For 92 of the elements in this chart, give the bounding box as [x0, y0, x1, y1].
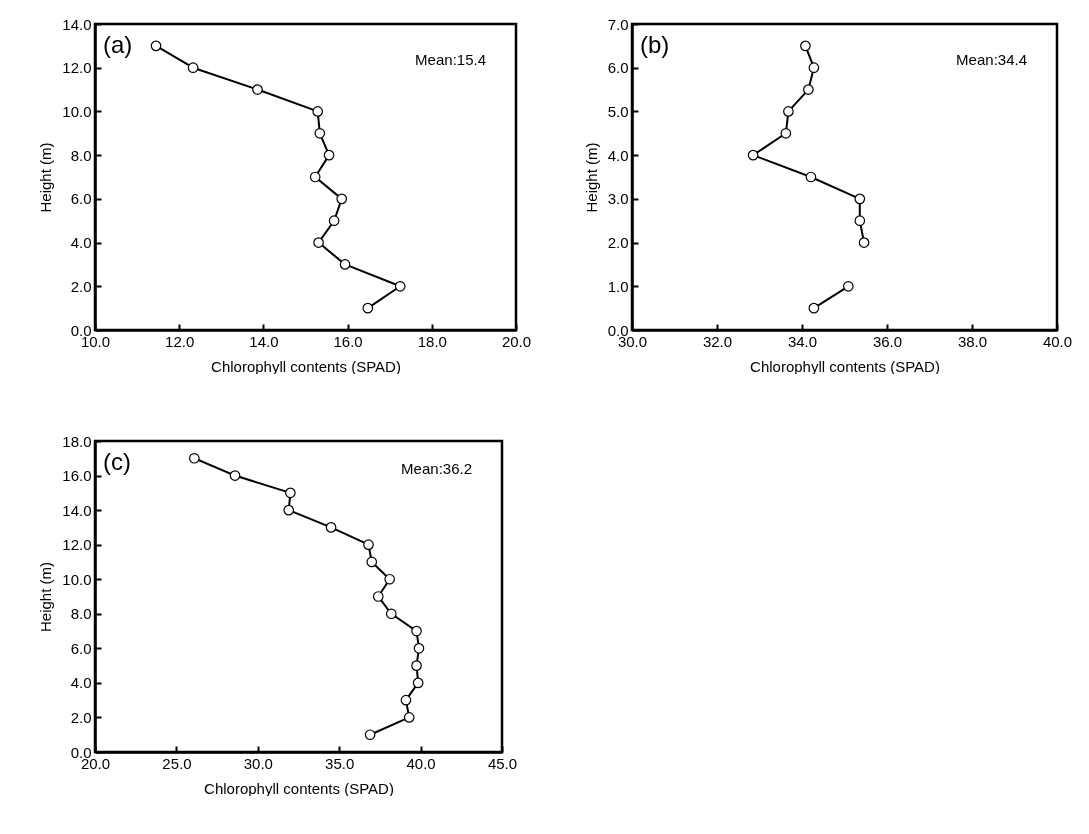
- point: [858, 237, 870, 248]
- y-tick-label: 8.0: [70, 605, 92, 623]
- point: [808, 302, 820, 314]
- x-axis-title: Chlorophyll contents (SPAD): [750, 357, 940, 375]
- y-tick-label: 2.0: [70, 277, 92, 295]
- y-tick-label: 12.0: [62, 59, 92, 77]
- annotation: (a): [103, 31, 133, 58]
- point: [336, 193, 348, 205]
- point: [285, 487, 296, 499]
- point: [403, 712, 415, 723]
- x-tick-label: 30.0: [243, 754, 273, 772]
- x-tick-label: 40.0: [1042, 332, 1073, 350]
- y-tick-label: 14.0: [62, 15, 92, 33]
- point: [229, 470, 241, 481]
- annotation: Mean:15.4: [415, 51, 486, 68]
- point: [854, 193, 866, 205]
- y-tick-label: 6.0: [70, 639, 92, 657]
- point: [372, 591, 384, 602]
- x-tick-label: 20.0: [501, 332, 532, 350]
- y-tick-label: 12.0: [62, 536, 92, 554]
- point: [312, 106, 324, 117]
- point: [363, 539, 374, 550]
- x-tick-label: 18.0: [417, 332, 447, 350]
- x-tick-label: 25.0: [162, 754, 192, 772]
- point: [252, 84, 263, 95]
- y-tick-label: 8.0: [70, 146, 92, 164]
- point: [325, 522, 337, 533]
- y-tick-label: 2.0: [70, 708, 92, 726]
- point: [842, 280, 854, 292]
- point: [800, 40, 811, 52]
- x-axis-title: Chlorophyll contents (SPAD): [211, 357, 401, 375]
- y-tick-label: 4.0: [607, 146, 629, 164]
- x-axis-title: Chlorophyll contents (SPAD): [204, 779, 394, 797]
- point: [366, 556, 378, 568]
- y-tick-label: 4.0: [70, 234, 92, 252]
- x-tick-label: 12.0: [165, 332, 195, 350]
- y-tick-label: 2.0: [607, 234, 629, 252]
- x-tick-label: 36.0: [872, 332, 903, 350]
- y-axis-title: Height (m): [37, 561, 55, 633]
- point: [364, 729, 376, 741]
- x-tick-label: 34.0: [787, 332, 818, 350]
- point: [413, 643, 425, 654]
- y-tick-label: 4.0: [70, 674, 92, 692]
- point: [808, 62, 820, 74]
- point: [805, 171, 817, 183]
- y-tick-label: 6.0: [607, 59, 629, 77]
- x-tick-label: 35.0: [325, 754, 355, 772]
- point: [328, 215, 340, 227]
- y-tick-label: 5.0: [607, 102, 629, 120]
- y-tick-label: 10.0: [62, 570, 92, 588]
- y-axis-title: Height (m): [37, 142, 55, 213]
- point: [412, 677, 424, 689]
- point: [309, 171, 321, 183]
- x-tick-label: 32.0: [702, 332, 733, 350]
- x-tick-label: 16.0: [333, 332, 363, 350]
- x-tick-label: 45.0: [487, 754, 518, 772]
- point: [314, 127, 326, 139]
- point: [803, 84, 814, 95]
- y-tick-label: 7.0: [607, 15, 629, 33]
- point: [411, 660, 422, 671]
- point: [780, 127, 792, 139]
- annotation: (c): [103, 448, 131, 475]
- y-axis-title: Height (m): [582, 142, 600, 213]
- point: [411, 625, 422, 637]
- y-tick-label: 14.0: [62, 501, 92, 519]
- annotation: Mean:34.4: [956, 51, 1027, 68]
- x-tick-label: 14.0: [249, 332, 279, 350]
- y-tick-label: 16.0: [62, 467, 92, 485]
- point: [187, 62, 199, 74]
- point: [188, 452, 200, 464]
- y-tick-label: 10.0: [62, 102, 92, 120]
- y-tick-label: 3.0: [607, 190, 629, 208]
- x-tick-label: 38.0: [957, 332, 988, 350]
- y-tick-label: 6.0: [70, 190, 92, 208]
- point: [339, 259, 351, 270]
- point: [747, 149, 759, 161]
- point: [394, 280, 406, 292]
- point: [150, 40, 162, 52]
- point: [400, 694, 412, 706]
- point: [323, 149, 335, 161]
- point: [313, 237, 324, 248]
- point: [783, 106, 794, 117]
- point: [283, 504, 295, 516]
- y-tick-label: 18.0: [62, 432, 92, 450]
- annotation: Mean:36.2: [401, 460, 472, 477]
- point: [854, 215, 866, 227]
- y-tick-label: 1.0: [607, 277, 629, 295]
- point: [385, 608, 397, 620]
- point: [384, 573, 396, 585]
- annotation: (b): [640, 31, 670, 58]
- point: [362, 302, 374, 314]
- x-tick-label: 40.0: [406, 754, 436, 772]
